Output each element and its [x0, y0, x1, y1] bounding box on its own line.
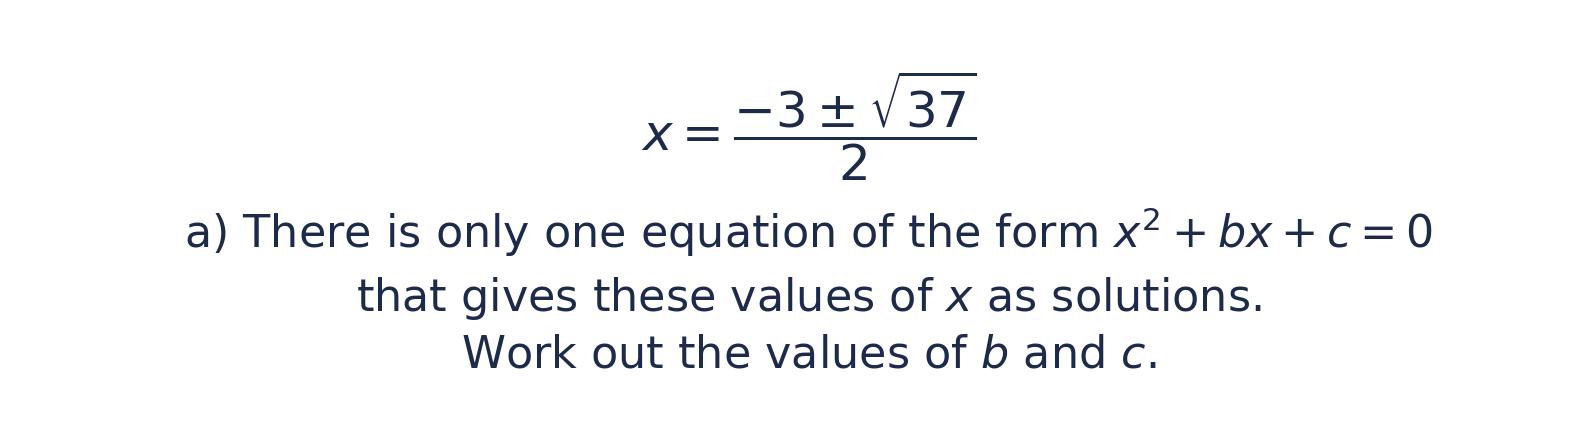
Text: $x = \dfrac{-3 \pm \sqrt{37}}{2}$: $x = \dfrac{-3 \pm \sqrt{37}}{2}$ [641, 68, 977, 183]
Text: Work out the values of $b$ and $c$.: Work out the values of $b$ and $c$. [461, 334, 1157, 377]
Text: a) There is only one equation of the form $x^2 + bx + c = 0$: a) There is only one equation of the for… [185, 205, 1433, 259]
Text: that gives these values of $x$ as solutions.: that gives these values of $x$ as soluti… [357, 275, 1261, 322]
